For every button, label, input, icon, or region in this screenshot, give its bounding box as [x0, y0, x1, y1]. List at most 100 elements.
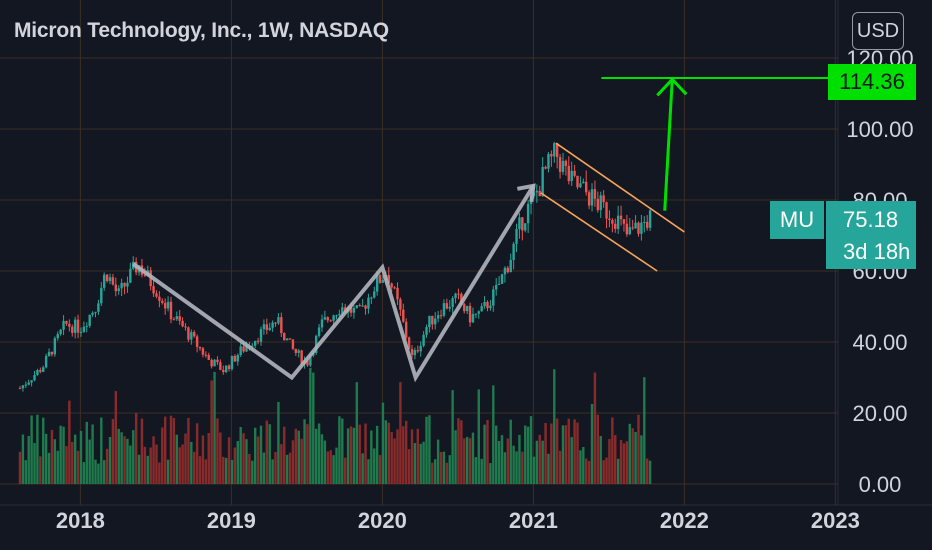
volume-bar [399, 382, 402, 484]
symbol-badge: MU [770, 201, 824, 239]
volume-bar [132, 430, 135, 484]
candle-body [277, 317, 280, 324]
candle-body [114, 284, 118, 292]
currency-button[interactable]: USD [852, 12, 904, 50]
x-tick-label: 2018 [56, 508, 105, 533]
volume-bar [198, 456, 202, 484]
candle-body [541, 166, 544, 197]
volume-bar [544, 422, 547, 484]
volume-bar [503, 452, 507, 484]
candle-body [550, 153, 553, 157]
candle-body [71, 326, 74, 333]
volume-bar [204, 459, 208, 484]
candle-body [463, 304, 466, 312]
candle-body [492, 289, 495, 306]
volume-bar [587, 460, 591, 484]
volume-bar [582, 447, 585, 484]
candle-body [457, 293, 460, 295]
volume-bar [431, 462, 434, 484]
volume-bar [73, 434, 77, 484]
volume-bar [465, 436, 469, 484]
candle-body [320, 319, 324, 328]
candle-body [82, 326, 86, 332]
volume-bar [158, 462, 161, 484]
candle-body [483, 301, 486, 307]
volume-bar [300, 438, 303, 484]
candle-body [338, 313, 341, 316]
candle-body [349, 306, 353, 313]
candle-body [198, 346, 202, 349]
volume-bar [259, 425, 263, 484]
volume-bar [314, 428, 318, 484]
candle-body [24, 384, 28, 386]
volume-bar [82, 462, 86, 484]
volume-bar [114, 391, 118, 484]
candle-body [239, 346, 242, 356]
candle-body [280, 317, 283, 334]
volume-bar [76, 450, 80, 484]
volume-bar [24, 460, 28, 484]
volume-bar [335, 447, 338, 484]
x-axis: 2018 2019 2020 2021 2022 2023 [0, 504, 932, 533]
volume-bar [44, 433, 48, 484]
candle-body [460, 293, 463, 305]
volume-bar [541, 440, 544, 484]
x-tick-label: 2023 [811, 508, 860, 533]
candle-body [407, 337, 411, 350]
candle-body [158, 296, 161, 301]
candle-body [361, 305, 364, 307]
volume-bar [448, 455, 451, 484]
volume-bar [361, 453, 364, 484]
candle-body [425, 327, 428, 335]
candle-body [251, 345, 254, 347]
volume-bar [454, 430, 457, 484]
volume-bar [88, 439, 91, 484]
volume-bar [134, 412, 138, 484]
candle-body [178, 316, 181, 321]
candle-body [129, 268, 132, 283]
candle-body [393, 287, 396, 289]
volume-bar [640, 435, 643, 484]
volume-bar [317, 423, 321, 484]
candle-body [570, 170, 573, 182]
chart-title: Micron Technology, Inc., 1W, NASDAQ [14, 19, 389, 42]
candle-body [219, 362, 222, 370]
volume-bar [195, 423, 199, 484]
candle-body [94, 311, 97, 313]
volume-bar [564, 425, 568, 484]
volume-bar [375, 425, 379, 484]
candle-body [587, 192, 591, 206]
volume-bar [518, 434, 521, 484]
candle-body [622, 219, 626, 224]
candle-body [387, 274, 390, 284]
target-arrow-shaft [663, 79, 674, 211]
candle-body [79, 331, 83, 333]
volume-bar [85, 421, 88, 484]
candle-body [434, 318, 437, 325]
target-price-badge: 114.36 [828, 64, 916, 100]
candle-body [535, 190, 539, 193]
volume-bar [42, 417, 45, 484]
candle-body [47, 351, 51, 357]
volume-bar [402, 426, 405, 484]
volume-bar [216, 418, 219, 484]
candle-body [358, 305, 361, 307]
volume-bar [320, 434, 324, 484]
candle-body [317, 327, 321, 336]
zigzag-arrow-head [517, 183, 536, 203]
volume-bar [468, 438, 472, 484]
volume-bar [622, 443, 626, 484]
volume-bar [529, 416, 533, 484]
volume-bar [521, 451, 524, 484]
volume-bar [227, 437, 231, 484]
candle-body [413, 350, 417, 356]
volume-bar [410, 429, 414, 484]
volume-bar [373, 448, 376, 484]
volume-bar [50, 429, 54, 484]
candle-body [213, 359, 216, 367]
candle-body [288, 338, 292, 340]
volume-bar [407, 449, 411, 484]
volume-bar [210, 380, 213, 484]
volume-bar [355, 382, 359, 484]
